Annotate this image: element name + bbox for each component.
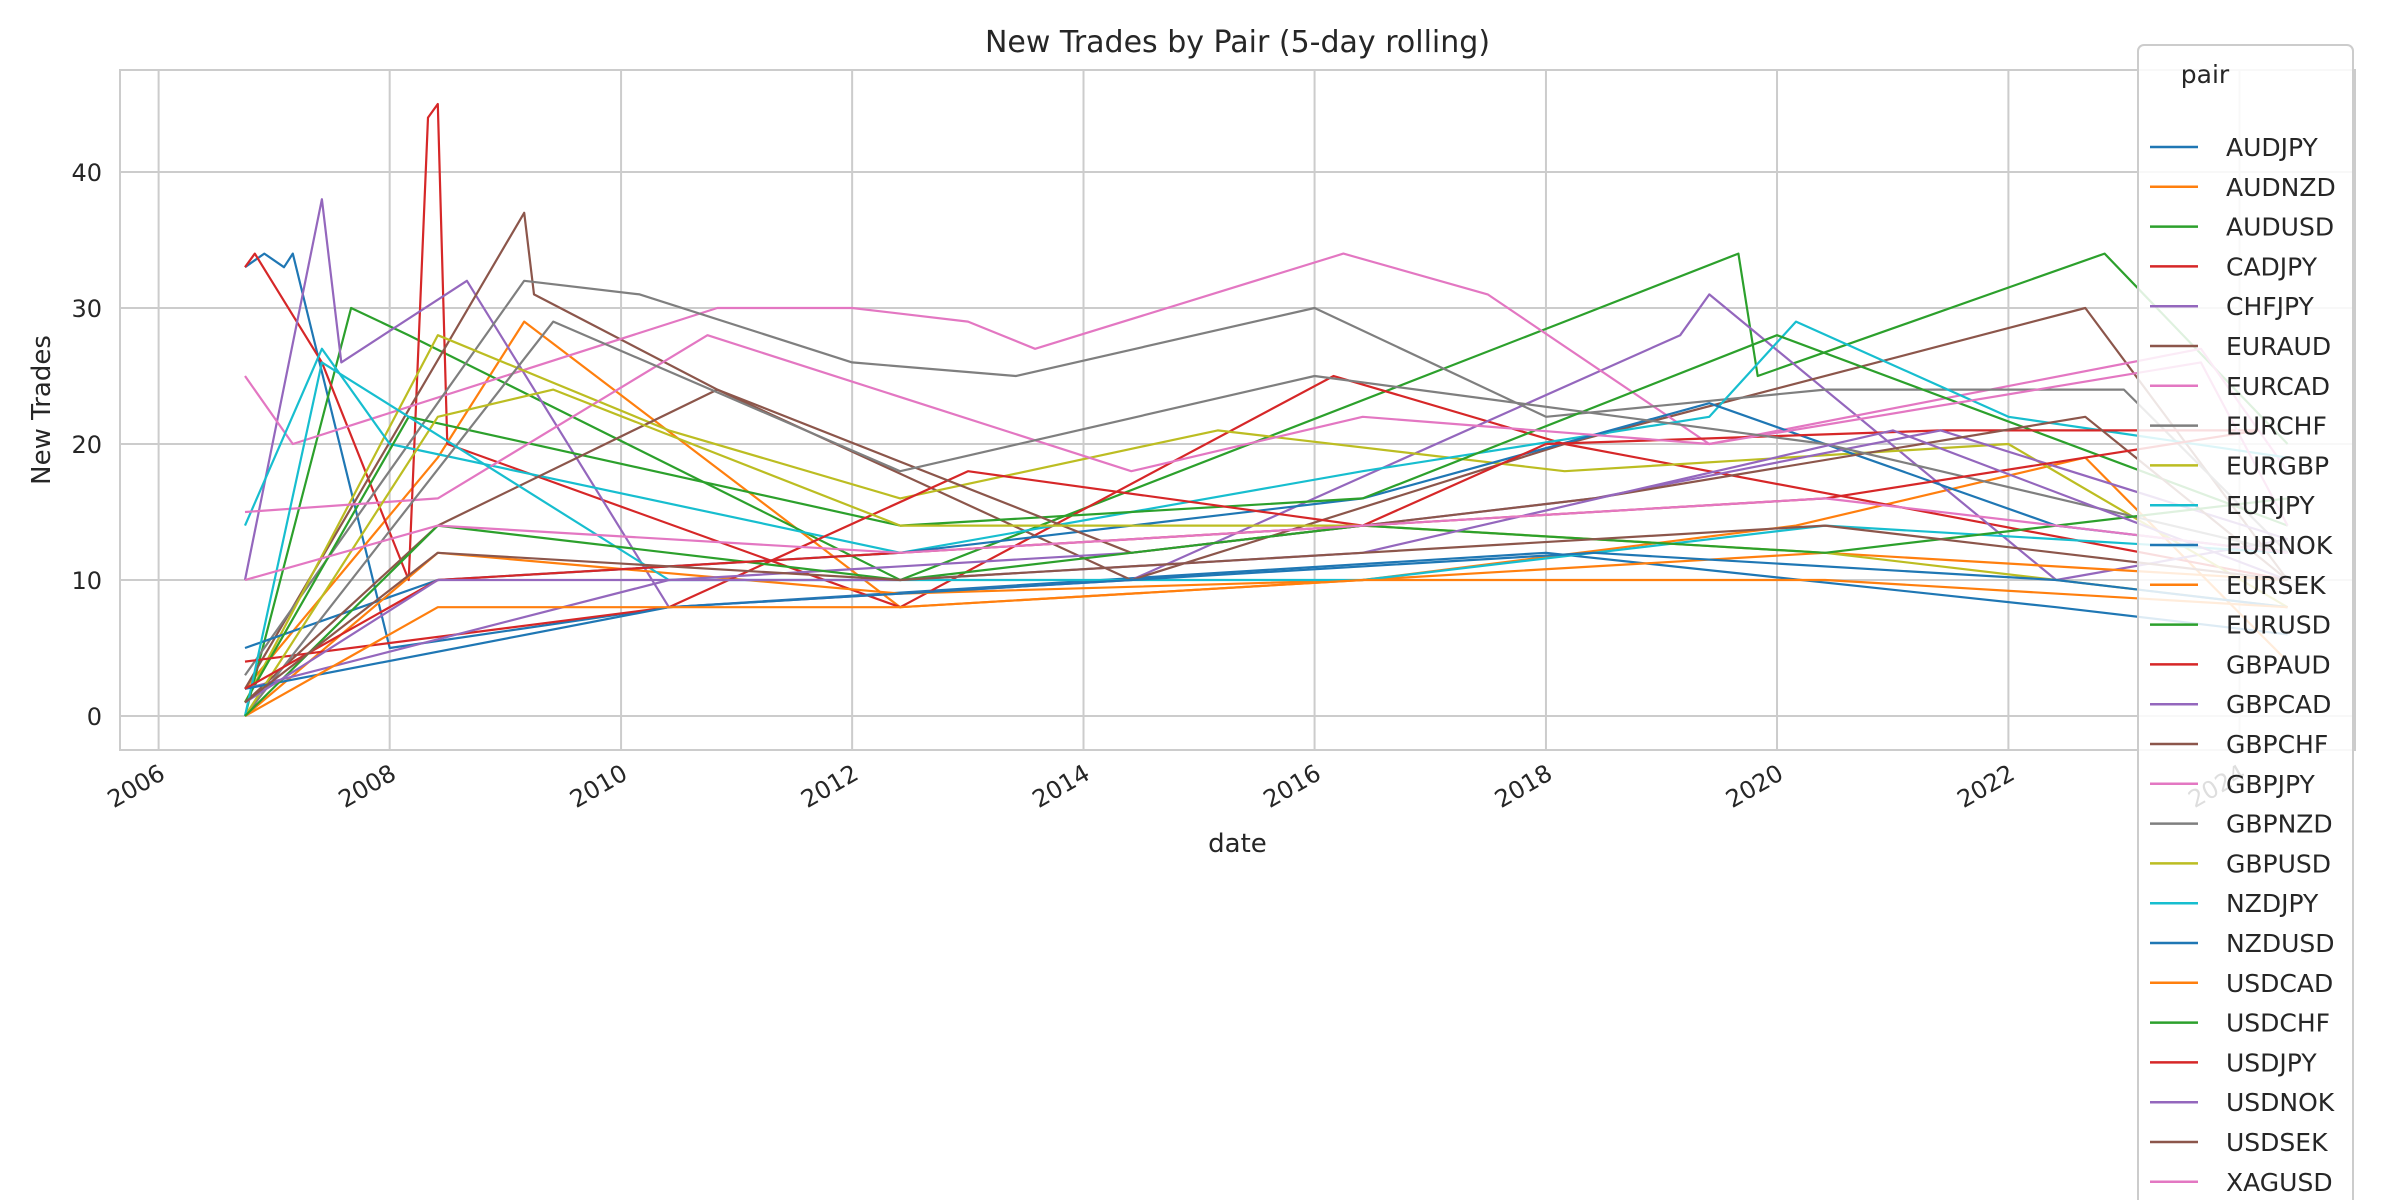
legend-label: CHFJPY (2226, 292, 2315, 321)
legend-label: GBPCAD (2226, 690, 2331, 719)
series-line-gbpjpy (244, 334, 2289, 527)
legend-label: EURCHF (2226, 412, 2327, 441)
x-tick-label: 2010 (565, 759, 632, 814)
y-tick-labels: 0 10 20 30 40 (71, 159, 102, 731)
x-tick-labels: 2006200820102012201420162018202020222024 (103, 759, 2251, 814)
series-line-usdcad (244, 578, 2288, 717)
legend-label: USDSEK (2226, 1128, 2328, 1157)
y-tick-label: 20 (71, 431, 102, 459)
series-line-audusd (243, 252, 2289, 717)
series-line-xagusd (244, 497, 2288, 582)
legend-label: EURUSD (2226, 611, 2331, 640)
legend-label: GBPUSD (2226, 849, 2331, 878)
legend-label: USDCHF (2226, 1009, 2330, 1038)
y-tick-label: 30 (71, 295, 102, 323)
series-line-usdsek (244, 524, 2288, 704)
series-line-cadjpy (244, 102, 2288, 609)
x-tick-label: 2006 (103, 759, 170, 814)
series-lines (243, 102, 2289, 717)
legend-label: EURJPY (2226, 491, 2315, 520)
legend-label: GBPCHF (2226, 730, 2328, 759)
legend-label: CADJPY (2226, 252, 2318, 281)
x-axis-label: date (1208, 829, 1267, 859)
x-tick-label: 2018 (1490, 759, 1557, 814)
series-line-gbpnzd (244, 320, 2288, 717)
chart-title: New Trades by Pair (5-day rolling) (985, 25, 1490, 60)
series-line-eursek (244, 551, 2288, 717)
x-tick-label: 2022 (1953, 759, 2020, 814)
plot-area (119, 69, 2356, 751)
legend-label: AUDUSD (2226, 213, 2334, 242)
x-tick-label: 2014 (1028, 759, 1095, 814)
y-tick-label: 0 (87, 703, 102, 731)
series-line-eurusd (244, 334, 2288, 703)
legend-label: XAGUSD (2226, 1168, 2333, 1197)
y-axis-label: New Trades (27, 335, 57, 485)
x-tick-label: 2012 (796, 759, 863, 814)
legend-label: NZDJPY (2226, 889, 2319, 918)
legend-label: GBPJPY (2226, 770, 2315, 799)
legend-label: GBPAUD (2226, 650, 2331, 679)
series-line-usdchf (244, 497, 2288, 717)
legend-label: AUDJPY (2226, 133, 2319, 162)
legend-label: EURAUD (2226, 332, 2331, 361)
x-tick-label: 2016 (1259, 759, 1326, 814)
legend-box (2137, 44, 2354, 1200)
series-line-nzdjpy (243, 361, 2288, 717)
legend-label: USDNOK (2226, 1088, 2335, 1117)
legend-label: NZDUSD (2226, 929, 2335, 958)
series-line-eurjpy (243, 320, 2288, 554)
series-line-eurcad (244, 252, 2289, 472)
legend-label: GBPNZD (2226, 810, 2333, 839)
legend-label: EURSEK (2226, 571, 2326, 600)
y-tick-label: 10 (71, 567, 102, 595)
legend-label: USDCAD (2226, 969, 2333, 998)
legend-label: EURNOK (2226, 531, 2333, 560)
legend-label: AUDNZD (2226, 173, 2336, 202)
series-line-nzdusd (244, 551, 2288, 690)
legend-title: pair (2181, 60, 2230, 89)
y-tick-label: 40 (71, 159, 102, 187)
series-line-eurgbp (244, 334, 2289, 703)
series-line-eurchf (244, 279, 2289, 676)
series-line-euraud (244, 211, 2289, 690)
x-tick-label: 2020 (1721, 759, 1788, 814)
legend-label: EURCAD (2226, 372, 2330, 401)
legend: pair AUDJPY AUDNZD AUDUSD CADJPY CHFJPY EURAU… (2137, 44, 2354, 1200)
legend-label: USDJPY (2226, 1048, 2317, 1077)
x-tick-label: 2008 (334, 759, 401, 814)
legend-label: EURGBP (2226, 451, 2329, 480)
